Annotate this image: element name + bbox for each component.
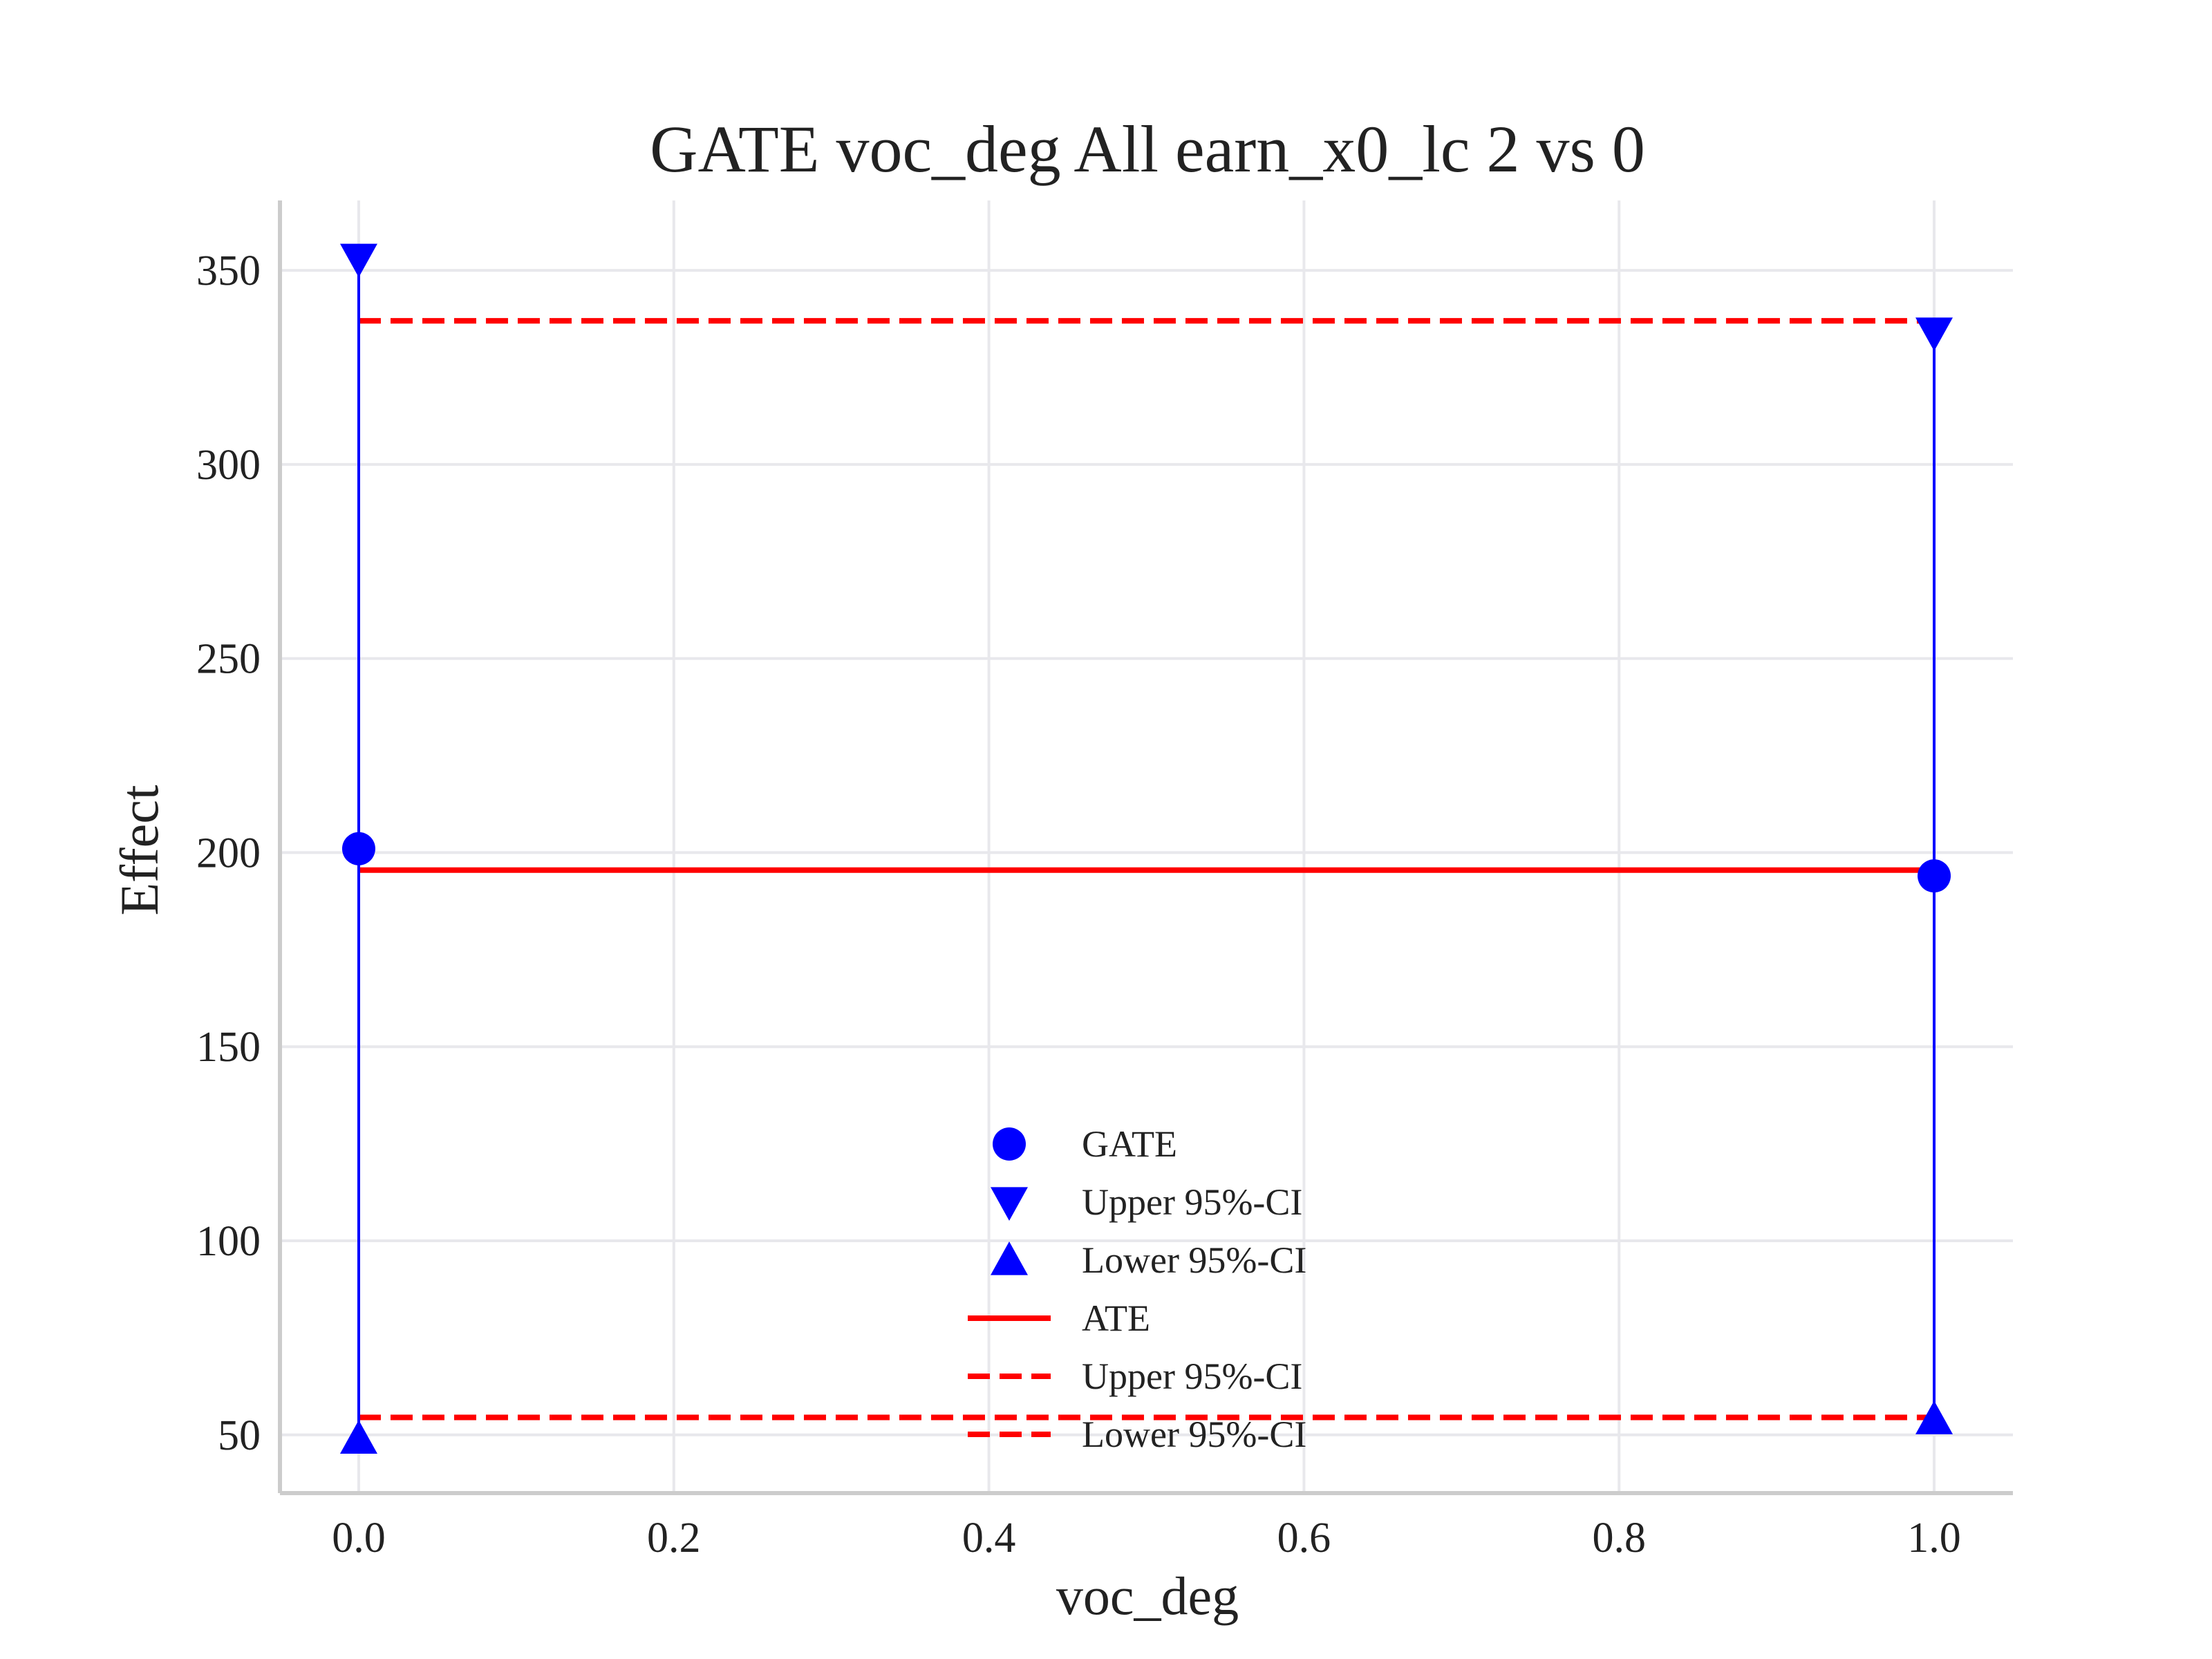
x-tick-label: 0.4 [962,1515,1016,1562]
legend-label: ATE [1082,1297,1150,1339]
lower-ci-point [1915,1400,1953,1434]
data-markers [339,243,1953,1454]
axes [278,200,2013,1495]
x-axis-label: voc_deg [1056,1566,1239,1626]
upper-ci-point [339,243,377,278]
y-tick-label: 150 [196,1024,261,1071]
legend-marker [991,1187,1028,1221]
chart-title: GATE voc_deg All earn_x0_lc 2 vs 0 [650,112,1645,186]
legend-label: Upper 95%-CI [1082,1181,1302,1223]
y-tick-label: 200 [196,830,261,877]
legend-label: Upper 95%-CI [1082,1356,1302,1397]
legend-marker [991,1241,1028,1275]
gate-point [1918,859,1951,893]
legend-marker [993,1127,1026,1161]
tick-labels: 0.0 0.2 0.4 0.6 0.8 1.0 50 100 150 200 250 300 350 [196,247,1961,1562]
reference-lines [358,318,1935,1421]
legend-label: Lower 95%-CI [1082,1239,1306,1281]
x-tick-label: 0.6 [1277,1515,1331,1562]
legend-label: GATE [1082,1123,1177,1165]
legend: GATE Upper 95%-CI Lower 95%-CI ATE Upper 95%… [968,1123,1306,1455]
x-tick-label: 1.0 [1907,1515,1961,1562]
upper-ci-point [1915,317,1953,351]
gate-point [341,832,375,865]
x-tick-label: 0.0 [332,1515,386,1562]
y-tick-label: 350 [196,247,261,294]
y-tick-label: 300 [196,442,261,489]
x-tick-label: 0.8 [1592,1515,1646,1562]
y-axis-label: Effect [109,785,169,915]
y-tick-label: 250 [196,636,261,683]
y-tick-label: 100 [196,1218,261,1265]
legend-label: Lower 95%-CI [1082,1414,1306,1455]
lower-ci-point [339,1420,377,1454]
x-tick-label: 0.2 [647,1515,701,1562]
y-tick-label: 50 [218,1412,261,1459]
